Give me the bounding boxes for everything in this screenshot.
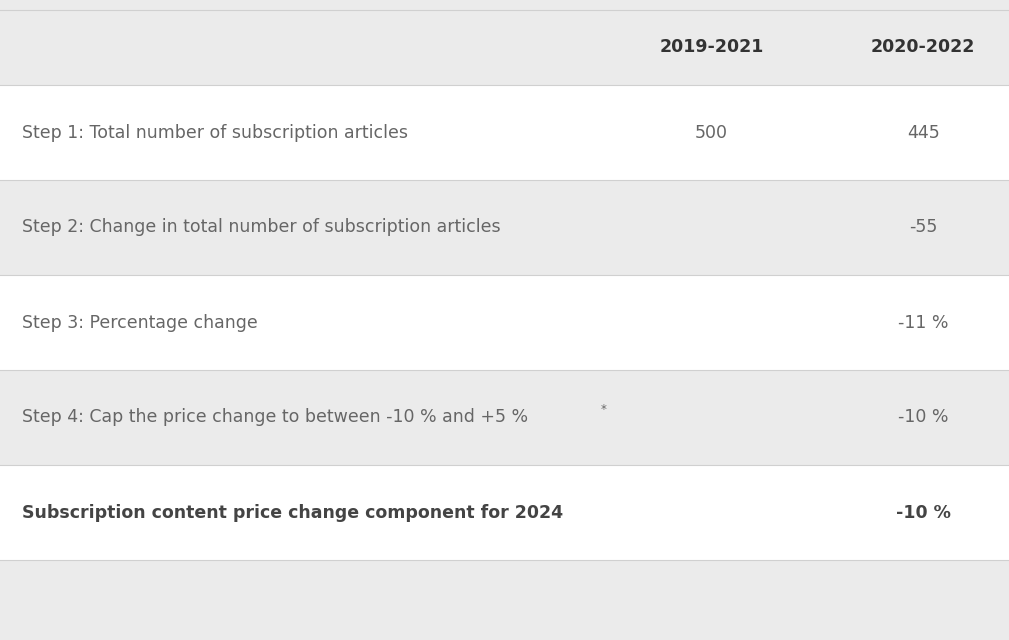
Text: Step 4: Cap the price change to between -10 % and +5 %: Step 4: Cap the price change to between …	[22, 408, 529, 426]
Text: -10 %: -10 %	[896, 504, 950, 522]
FancyBboxPatch shape	[0, 465, 1009, 560]
FancyBboxPatch shape	[0, 370, 1009, 465]
Text: 445: 445	[907, 124, 939, 141]
Text: -55: -55	[909, 218, 937, 237]
Text: *: *	[600, 403, 606, 416]
Text: 2020-2022: 2020-2022	[871, 38, 976, 56]
FancyBboxPatch shape	[0, 180, 1009, 275]
FancyBboxPatch shape	[0, 10, 1009, 85]
FancyBboxPatch shape	[0, 85, 1009, 180]
Text: Step 2: Change in total number of subscription articles: Step 2: Change in total number of subscr…	[22, 218, 500, 237]
Text: Step 1: Total number of subscription articles: Step 1: Total number of subscription art…	[22, 124, 409, 141]
FancyBboxPatch shape	[0, 275, 1009, 370]
Text: -11 %: -11 %	[898, 314, 948, 332]
Text: -10 %: -10 %	[898, 408, 948, 426]
Text: Step 3: Percentage change: Step 3: Percentage change	[22, 314, 258, 332]
Text: Subscription content price change component for 2024: Subscription content price change compon…	[22, 504, 563, 522]
Text: 500: 500	[695, 124, 727, 141]
Text: 2019-2021: 2019-2021	[659, 38, 764, 56]
